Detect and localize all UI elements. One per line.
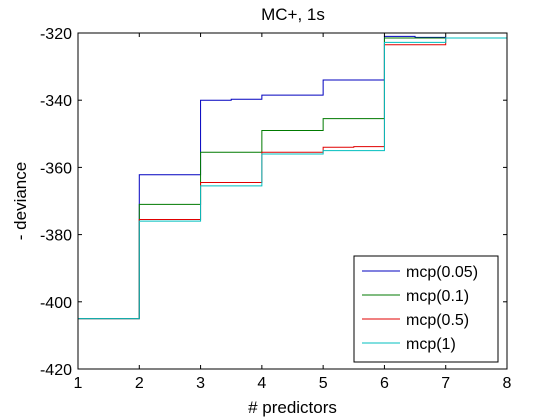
legend-label-2: mcp(0.5) — [406, 312, 469, 329]
x-tick-label-0: 1 — [74, 375, 83, 392]
legend-box — [353, 255, 499, 363]
legend-label-3: mcp(1) — [406, 336, 456, 353]
y-tick-label-4: -340 — [40, 93, 72, 110]
y-tick-label-0: -420 — [40, 362, 72, 379]
series-line-1 — [78, 37, 507, 320]
x-tick-label-2: 3 — [196, 375, 205, 392]
x-tick-label-1: 2 — [135, 375, 144, 392]
legend-label-0: mcp(0.05) — [406, 264, 478, 281]
y-tick-labels: -420 -400 -380 -360 -340 -320 — [40, 26, 72, 379]
plot-border — [77, 32, 508, 370]
y-tick-label-1: -400 — [40, 295, 72, 312]
series-line-3 — [78, 37, 507, 320]
x-tick-label-7: 8 — [503, 375, 512, 392]
y-axis-title: - deviance — [11, 162, 30, 240]
y-tick-label-5: -320 — [40, 26, 72, 43]
x-tick-label-4: 5 — [319, 375, 328, 392]
x-axis-title: # predictors — [248, 398, 337, 417]
axis-ticks — [77, 32, 508, 370]
legend: mcp(0.05) mcp(0.1) mcp(0.5) mcp(1) — [353, 255, 499, 363]
series-line-0 — [78, 35, 507, 320]
series-layer — [78, 35, 507, 320]
y-tick-label-3: -360 — [40, 160, 72, 177]
x-tick-label-3: 4 — [257, 375, 266, 392]
x-tick-label-5: 6 — [380, 375, 389, 392]
series-line-2 — [78, 37, 507, 320]
x-tick-labels: 1 2 3 4 5 6 7 8 — [74, 375, 512, 392]
legend-label-1: mcp(0.1) — [406, 288, 469, 305]
x-tick-label-6: 7 — [441, 375, 450, 392]
y-tick-label-2: -380 — [40, 228, 72, 245]
chart-title: MC+, 1s — [261, 5, 325, 24]
